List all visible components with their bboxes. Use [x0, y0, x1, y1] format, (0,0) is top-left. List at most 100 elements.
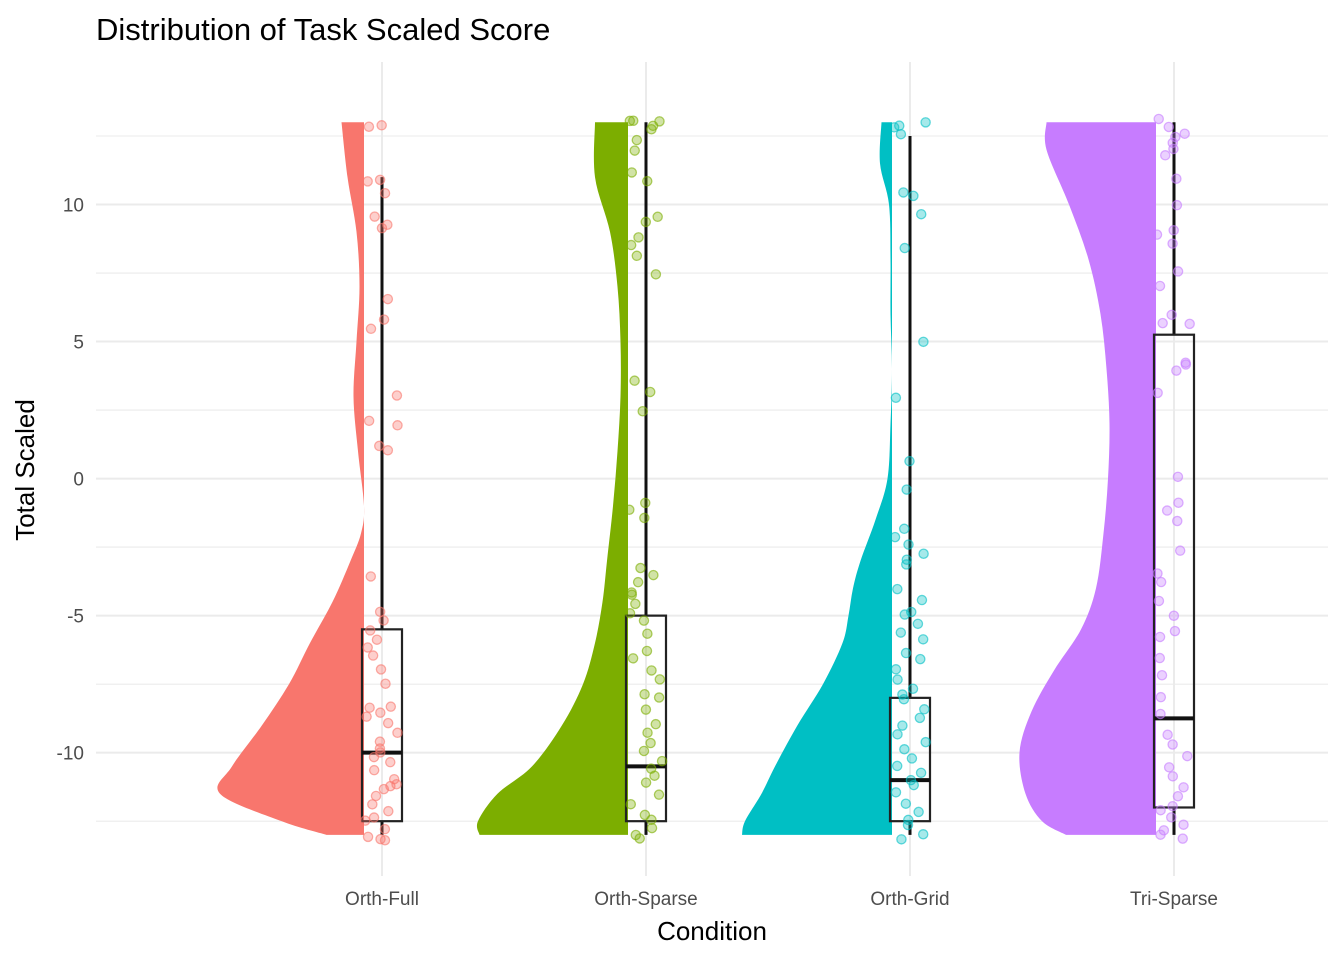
data-point	[363, 415, 375, 427]
data-point	[900, 647, 912, 659]
density-layer	[217, 122, 1156, 835]
data-point	[1171, 173, 1182, 184]
data-point	[382, 219, 393, 231]
data-point	[898, 187, 909, 198]
data-point	[1152, 387, 1163, 399]
data-point	[374, 606, 386, 618]
data-point	[375, 664, 387, 675]
data-point	[653, 692, 665, 703]
data-point	[900, 798, 912, 809]
data-point	[890, 392, 902, 404]
boxplot-layer	[360, 122, 1196, 835]
data-point	[920, 117, 931, 128]
data-point	[630, 598, 641, 610]
data-point	[898, 693, 910, 705]
data-point	[916, 594, 928, 606]
data-point	[1171, 199, 1183, 211]
data-point	[907, 683, 919, 694]
data-point	[629, 145, 640, 156]
data-point	[376, 222, 388, 234]
data-point	[642, 628, 653, 639]
data-point	[368, 812, 380, 823]
data-point	[1156, 669, 1168, 681]
data-point	[376, 120, 387, 131]
box-iqr	[624, 614, 668, 823]
y-tick-label: -5	[67, 607, 84, 628]
data-point	[652, 211, 663, 223]
data-point	[364, 625, 376, 636]
data-point	[379, 834, 391, 846]
data-point	[640, 704, 652, 715]
data-point	[367, 650, 379, 661]
data-point	[370, 790, 382, 802]
data-point	[624, 504, 635, 516]
data-point	[640, 497, 651, 509]
data-point	[1179, 128, 1190, 139]
data-point	[1168, 225, 1179, 236]
data-point	[1172, 515, 1183, 527]
data-point	[915, 767, 927, 779]
data-point	[359, 815, 371, 826]
data-point	[1167, 771, 1179, 782]
data-point	[1180, 359, 1192, 370]
data-point	[362, 176, 373, 187]
data-point	[1155, 804, 1166, 816]
data-point	[1184, 318, 1195, 330]
data-point	[1154, 631, 1166, 643]
data-point	[1154, 280, 1166, 292]
y-tick-label: 0	[73, 470, 84, 491]
data-point	[1171, 365, 1182, 376]
data-point	[1155, 576, 1167, 588]
data-point	[362, 831, 374, 843]
x-tick-label: Tri-Sparse	[1130, 889, 1218, 910]
data-point	[914, 712, 926, 724]
data-point	[1166, 309, 1177, 321]
data-point	[639, 688, 650, 700]
data-point	[646, 822, 658, 834]
data-point	[369, 211, 380, 222]
data-point	[917, 634, 929, 645]
data-point	[632, 576, 644, 588]
data-point	[639, 512, 650, 524]
axis-layer: -10 -5 0 5 10 Orth-Full Orth-Sparse Orth-Grid Tr…	[57, 196, 1218, 910]
data-point	[918, 336, 929, 348]
data-point	[915, 208, 927, 220]
data-point	[628, 115, 639, 126]
data-point	[1167, 238, 1178, 249]
data-point	[638, 745, 650, 757]
data-point	[633, 232, 644, 243]
data-point	[1155, 829, 1166, 840]
data-point	[912, 618, 924, 630]
data-point	[631, 134, 643, 146]
data-point	[1152, 568, 1163, 579]
data-point	[1157, 317, 1168, 329]
data-point	[391, 390, 403, 401]
data-point	[1174, 545, 1186, 556]
data-point	[919, 704, 930, 715]
data-point	[379, 823, 391, 835]
points-layer	[359, 113, 1195, 846]
data-point	[898, 523, 910, 535]
data-point	[382, 445, 394, 456]
data-point	[653, 789, 665, 800]
data-point	[634, 833, 645, 844]
data-point	[365, 323, 377, 335]
density-cloud-tri-sparse	[1019, 122, 1156, 835]
data-point	[1151, 229, 1163, 240]
data-point	[378, 314, 390, 325]
chart-title: Distribution of Task Scaled Score	[96, 12, 550, 47]
data-point	[890, 664, 902, 675]
data-point	[626, 167, 638, 178]
data-point	[637, 406, 648, 417]
x-axis-title: Condition	[657, 916, 767, 946]
data-point	[374, 743, 386, 754]
data-point	[365, 571, 377, 582]
data-point	[374, 174, 386, 186]
data-point	[391, 779, 402, 790]
data-point	[1153, 113, 1164, 125]
data-point	[906, 753, 918, 764]
data-point	[368, 751, 380, 763]
y-tick-label: 5	[73, 333, 84, 354]
density-cloud-orth-grid	[742, 122, 892, 835]
data-point	[1160, 150, 1171, 161]
